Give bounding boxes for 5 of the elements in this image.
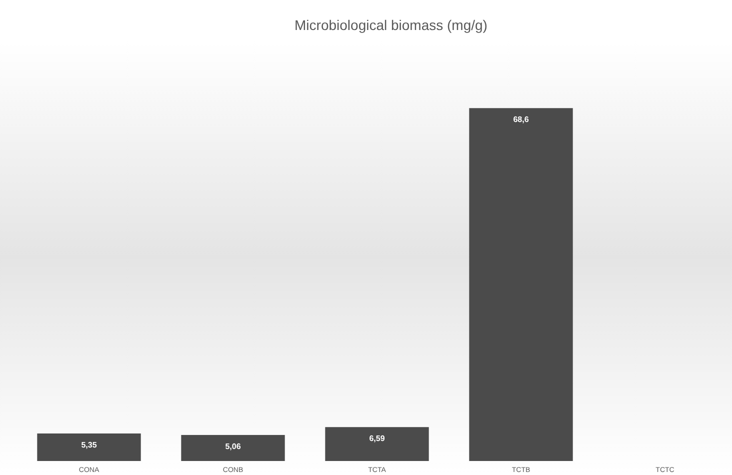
chart-title: Microbiological biomass (mg/g): [294, 17, 488, 33]
data-label: 68,6: [513, 115, 530, 124]
data-label: 6,59: [369, 434, 386, 444]
data-label: 5,35: [81, 440, 98, 450]
data-label: 5,06: [225, 442, 242, 451]
